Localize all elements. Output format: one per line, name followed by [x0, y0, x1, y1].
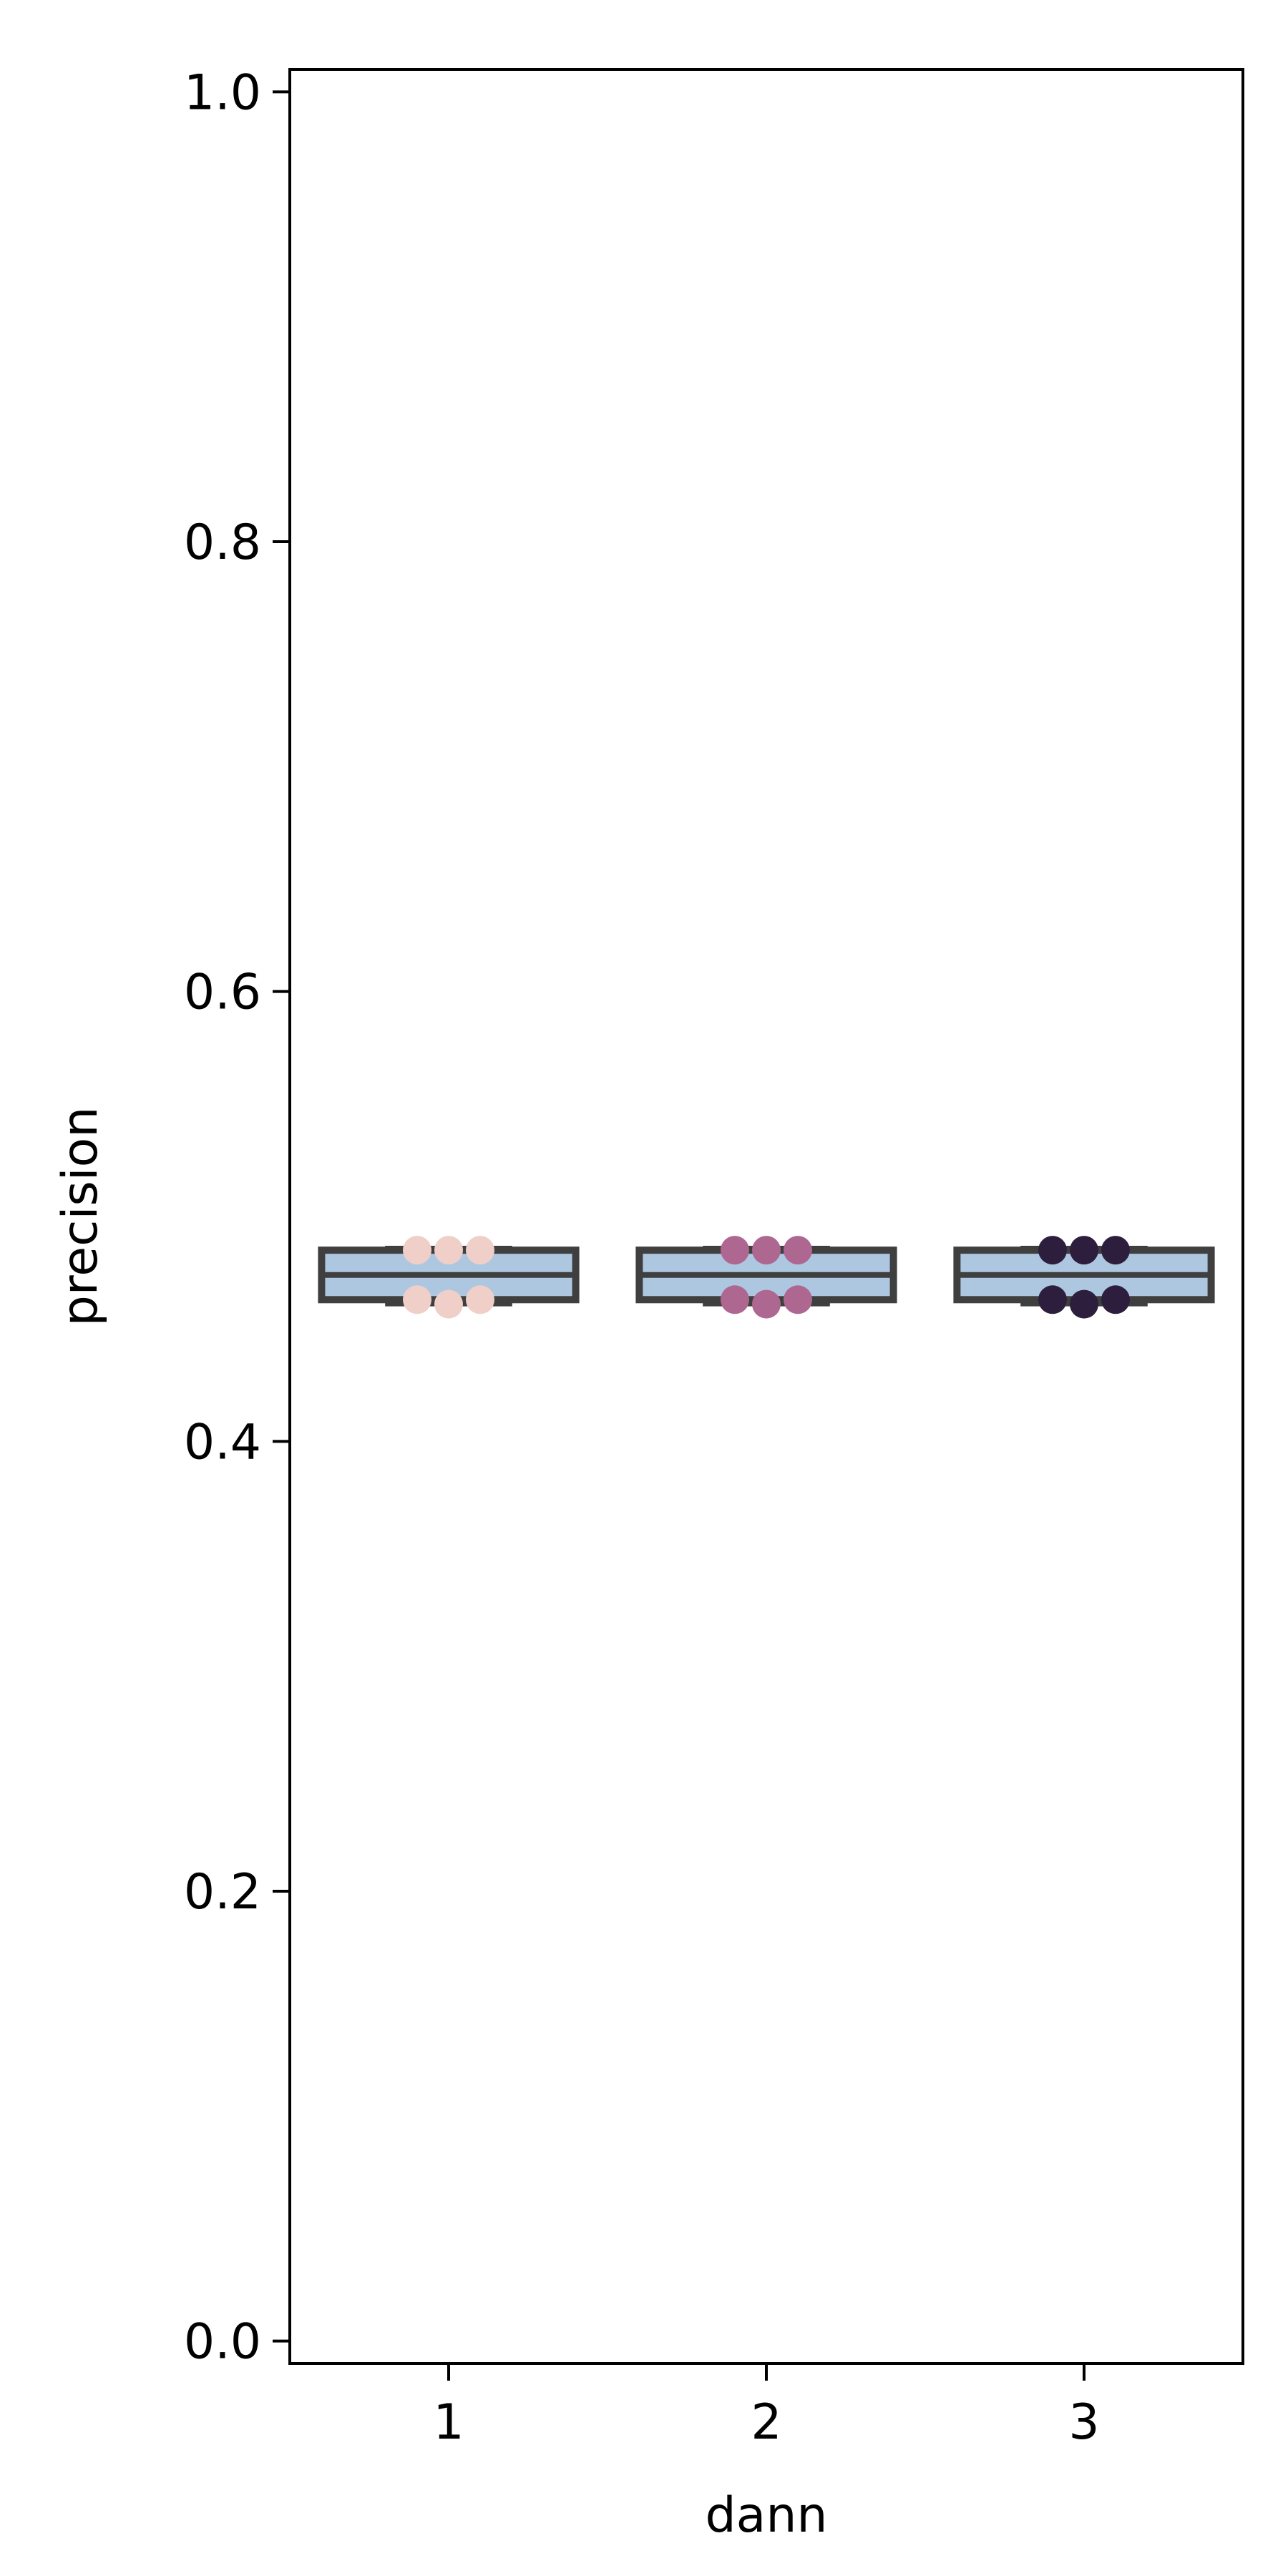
x-tick-label: 3: [1068, 2394, 1099, 2451]
data-point: [1038, 1285, 1067, 1314]
data-point: [466, 1236, 494, 1265]
y-tick-label: 1.0: [184, 64, 261, 121]
data-point: [1101, 1285, 1130, 1314]
data-point: [752, 1236, 781, 1265]
points-layer: [403, 1236, 1130, 1319]
x-tick-label: 2: [751, 2394, 781, 2451]
data-point: [721, 1285, 749, 1314]
x-axis: 1 2 3: [433, 2363, 1100, 2451]
data-point: [784, 1285, 812, 1314]
data-point: [752, 1289, 781, 1319]
data-point: [403, 1285, 431, 1314]
data-point: [1038, 1236, 1067, 1265]
data-point: [434, 1236, 463, 1265]
y-tick-label: 0.8: [184, 514, 261, 571]
data-point: [1070, 1236, 1098, 1265]
y-tick-label: 0.4: [184, 1414, 261, 1470]
plot-frame: [288, 68, 1244, 2365]
data-point: [403, 1236, 431, 1265]
y-axis-title: precision: [52, 1107, 109, 1327]
y-tick-label: 0.2: [184, 1864, 261, 1921]
y-tick-label: 0.6: [184, 965, 261, 1021]
data-point: [784, 1236, 812, 1265]
y-tick-label: 0.0: [184, 2314, 261, 2371]
y-axis: 0.0 0.2 0.4 0.6 0.8 1.0: [184, 64, 290, 2371]
data-point: [434, 1289, 463, 1319]
data-point: [466, 1285, 494, 1314]
data-point: [1101, 1236, 1130, 1265]
x-axis-title: dann: [705, 2487, 827, 2544]
data-point: [1070, 1289, 1098, 1319]
x-tick-label: 1: [433, 2394, 464, 2451]
data-point: [721, 1236, 749, 1265]
